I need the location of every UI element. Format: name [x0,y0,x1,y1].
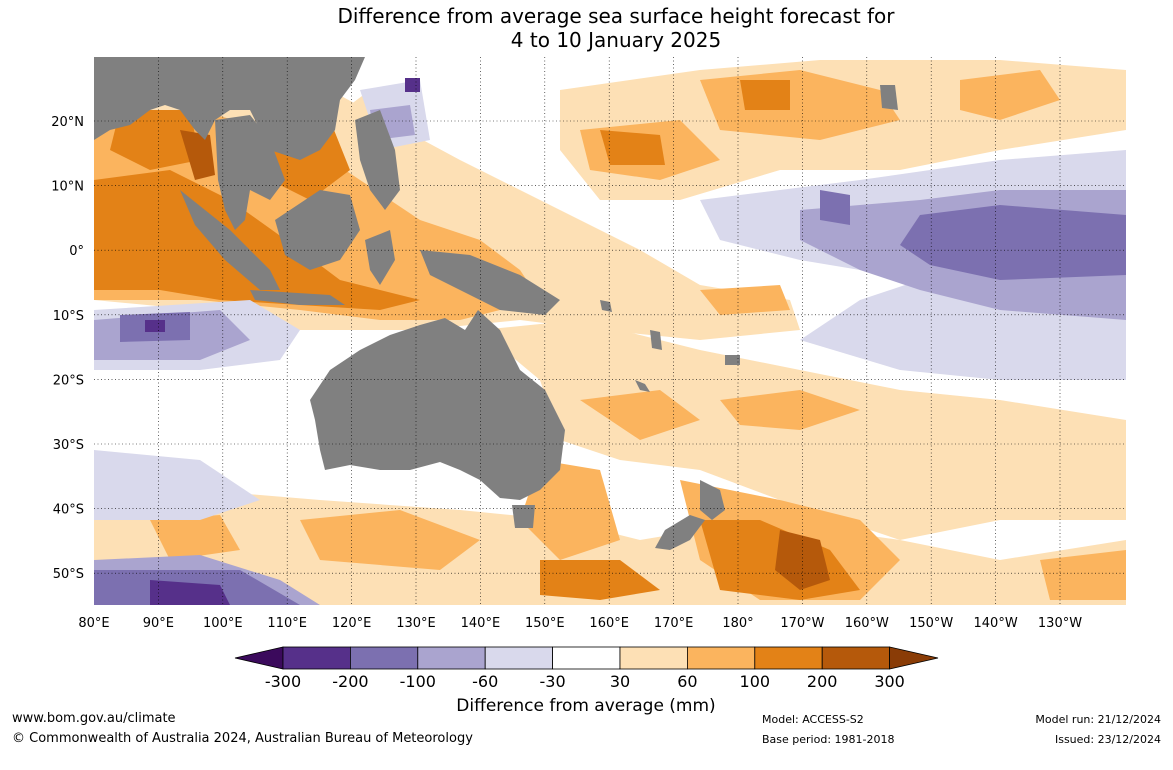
legend-title: Difference from average (mm) [456,696,716,716]
longitude-tick-label: 160°E [589,616,629,631]
legend-tick-label: 30 [610,672,630,691]
legend-tick-label: 60 [677,672,697,691]
longitude-tick-label: 110°E [267,616,307,631]
longitude-tick-label: 180° [722,616,753,631]
legend-color-bin [619,646,688,670]
legend-color-bin [282,646,351,670]
latitude-tick-label: 10°S [53,309,84,324]
legend-color-bin [484,646,554,670]
latitude-tick-label: 20°S [53,373,84,388]
longitude-labels: 80°E 90°E 100°E 110°E 120°E 130°E 140°E 150°E 16… [78,616,1082,631]
legend-tick-label: -30 [540,672,566,691]
anomaly-200-300-regions [180,130,830,590]
longitude-tick-label: 130°E [396,616,436,631]
legend-arrow-min [234,646,284,670]
footer-url: www.bom.gov.au/climate [12,711,176,726]
longitude-tick-label: 150°W [909,616,953,631]
legend-color-bin [687,646,756,670]
legend-colorbar [234,646,939,670]
map-gridlines [94,57,1126,605]
legend-color-bin [552,646,621,670]
latitude-labels: 20°N 10°N 0° 10°S 20°S 30°S 40°S 50°S [51,115,84,582]
latitude-tick-label: 20°N [51,115,84,130]
longitude-tick-label: 170°E [654,616,694,631]
latitude-tick-label: 30°S [53,438,84,453]
legend-color-bin [349,646,419,670]
legend-tick-label: 100 [740,672,771,691]
legend-tick-label: -100 [400,672,436,691]
legend-color-bin [821,646,891,670]
legend-tick-labels: -300 -200 -100 -60 -30 30 60 100 200 300 [265,672,905,691]
legend-tick-label: 300 [874,672,905,691]
footer-issued: Issued: 23/12/2024 [1054,733,1161,746]
latitude-tick-label: 40°S [53,503,84,518]
map-plot-area [94,57,1126,605]
chart-title: Difference from average sea surface heig… [0,4,1173,52]
longitude-tick-label: 160°W [845,616,889,631]
longitude-tick-label: 130°W [1038,616,1082,631]
longitude-tick-label: 80°E [78,616,109,631]
legend-tick-label: 200 [807,672,838,691]
legend-tick-label: -200 [332,672,368,691]
footer-model-run: Model run: 21/12/2024 [1035,713,1161,726]
longitude-tick-label: 90°E [143,616,174,631]
title-line-2: 4 to 10 January 2025 [510,28,722,52]
title-line-1: Difference from average sea surface heig… [337,4,895,28]
longitude-tick-label: 140°E [461,616,501,631]
legend-color-bin [754,646,823,670]
latitude-tick-label: 10°N [51,180,84,195]
longitude-tick-label: 120°E [332,616,372,631]
latitude-tick-label: 50°S [53,567,84,582]
legend-tick-label: -300 [265,672,301,691]
footer-base-period: Base period: 1981-2018 [762,733,895,746]
longitude-tick-label: 170°W [780,616,824,631]
land-masses [94,57,898,550]
legend-arrow-max [889,646,939,670]
footer-copyright: © Commonwealth of Australia 2024, Austra… [12,731,473,746]
legend-color-bin [417,646,486,670]
longitude-tick-label: 100°E [203,616,243,631]
latitude-tick-label: 0° [69,244,84,259]
footer-model: Model: ACCESS-S2 [762,713,864,726]
longitude-tick-label: 140°W [974,616,1018,631]
longitude-tick-label: 150°E [525,616,565,631]
legend-tick-label: -60 [472,672,498,691]
